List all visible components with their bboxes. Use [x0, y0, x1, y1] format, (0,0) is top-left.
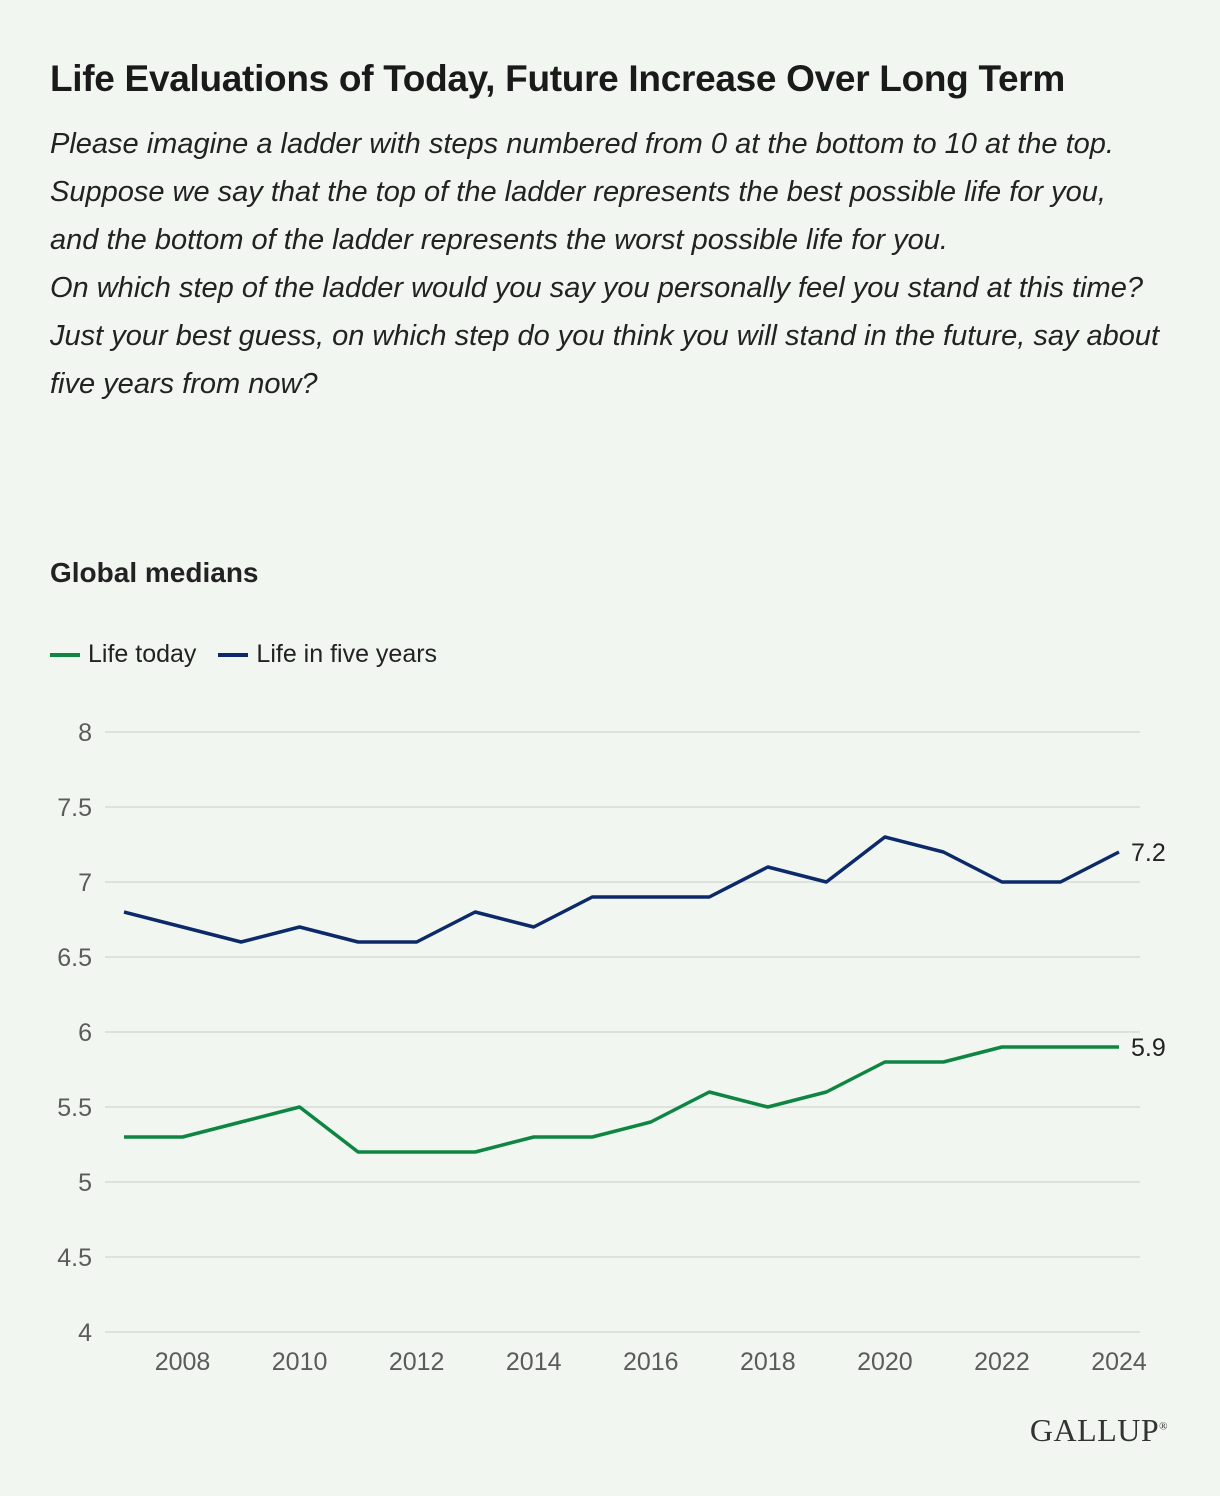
- y-tick-label: 8: [78, 719, 92, 747]
- y-tick-label: 4.5: [57, 1244, 92, 1272]
- x-tick-label: 2022: [974, 1348, 1030, 1376]
- question-line-3: Just your best guess, on which step do y…: [50, 320, 1160, 400]
- brand-text: GALLUP: [1029, 1412, 1160, 1448]
- legend-swatch-life-five-years: [218, 652, 249, 657]
- legend-label-life-five-years: Life in five years: [256, 640, 438, 668]
- x-tick-label: 2014: [506, 1348, 562, 1376]
- x-tick-label: 2024: [1091, 1348, 1147, 1376]
- y-tick-label: 7.5: [57, 794, 92, 822]
- legend-swatch-life-today: [50, 652, 80, 657]
- y-tick-label: 6: [78, 1019, 92, 1047]
- question-line-2: On which step of the ladder would you sa…: [50, 272, 1143, 304]
- end-label-life-five-years: 7.2: [1131, 839, 1166, 867]
- end-label-life-today: 5.9: [1131, 1034, 1166, 1062]
- gallup-logo: GALLUP®: [1030, 1412, 1168, 1449]
- y-tick-label: 7: [78, 869, 92, 897]
- x-tick-label: 2012: [389, 1348, 445, 1376]
- y-tick-label: 5: [78, 1169, 92, 1197]
- chart-subtitle: Global medians: [50, 557, 259, 588]
- series-line-life-five-years: [123, 835, 1120, 944]
- survey-question: Please imagine a ladder with steps numbe…: [50, 120, 1160, 408]
- x-tick-label: 2010: [272, 1348, 328, 1376]
- legend-item-life-five-years: Life in five years: [218, 640, 437, 669]
- x-tick-label: 2016: [623, 1348, 679, 1376]
- x-tick-label: 2018: [740, 1348, 796, 1376]
- y-tick-label: 4: [78, 1319, 92, 1347]
- legend-label-life-today: Life today: [88, 640, 197, 668]
- series-line-life-today: [124, 1045, 1119, 1154]
- legend-item-life-today: Life today: [50, 640, 196, 669]
- chart-title: Life Evaluations of Today, Future Increa…: [50, 58, 1065, 99]
- x-tick-label: 2020: [857, 1348, 913, 1376]
- question-line-1: Please imagine a ladder with steps numbe…: [50, 128, 1114, 256]
- y-tick-label: 5.5: [57, 1094, 92, 1122]
- legend: Life today Life in five years: [50, 640, 459, 669]
- registered-mark: ®: [1159, 1420, 1168, 1433]
- x-tick-label: 2008: [155, 1348, 211, 1376]
- line-chart: 4 4.5 5 5.5 6 6.5 7 7.5 8 2008 2010 2012 2014 2016 201…: [57, 719, 1166, 1376]
- y-tick-label: 6.5: [57, 944, 92, 972]
